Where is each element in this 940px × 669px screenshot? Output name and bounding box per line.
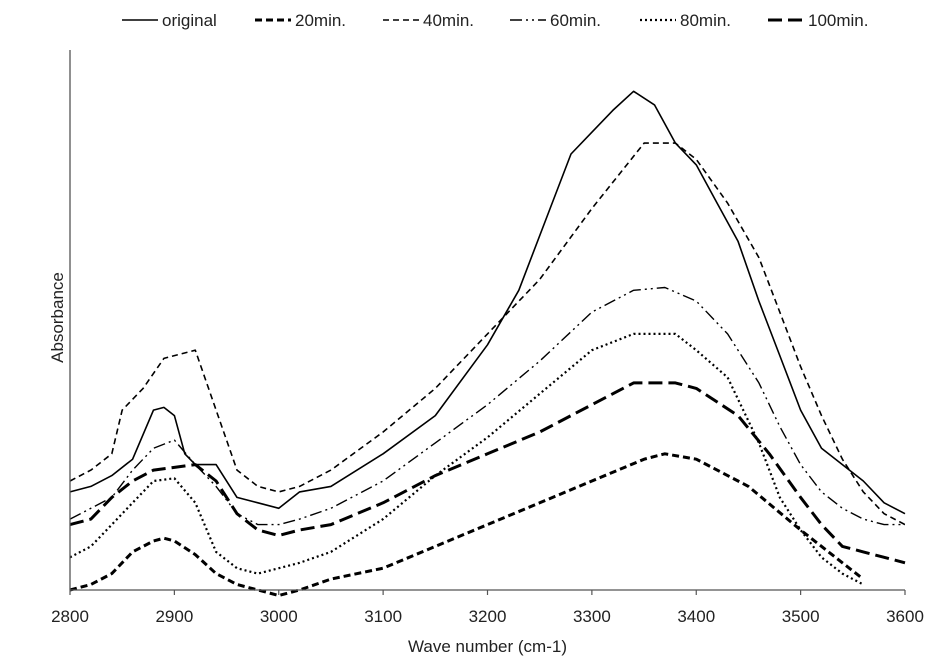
x-tick-label: 3600	[886, 607, 924, 626]
series-line-2	[69, 452, 865, 597]
legend-label: 60min.	[550, 11, 601, 30]
x-tick-label: 3400	[677, 607, 715, 626]
x-tick-label: 3300	[573, 607, 611, 626]
series-line-1	[69, 90, 906, 515]
legend-label: 20min.	[295, 11, 346, 30]
series-group	[69, 90, 906, 597]
x-tick-label: 3500	[782, 607, 820, 626]
series-line-6	[69, 381, 906, 565]
x-tick-label: 3200	[469, 607, 507, 626]
x-tick-label: 2900	[155, 607, 193, 626]
series-line-3	[69, 142, 906, 526]
y-axis-title: Absorbance	[48, 272, 67, 363]
legend-label: original	[162, 11, 217, 30]
series-line-4	[69, 286, 905, 526]
series-line-5	[69, 332, 864, 586]
x-tick-label: 2800	[51, 607, 89, 626]
legend-label: 40min.	[423, 11, 474, 30]
x-tick-labels: 2800 2900 3000 3100 3200 3300 3400 3500 3600	[51, 590, 924, 626]
x-tick-label: 3100	[364, 607, 402, 626]
legend-label: 80min.	[680, 11, 731, 30]
x-axis-title: Wave number (cm-1)	[408, 637, 567, 656]
chart-legend: original 20min. 40min. 60min. 80min. 100min.	[122, 11, 868, 30]
x-tick-label: 3000	[260, 607, 298, 626]
legend-label: 100min.	[808, 11, 868, 30]
